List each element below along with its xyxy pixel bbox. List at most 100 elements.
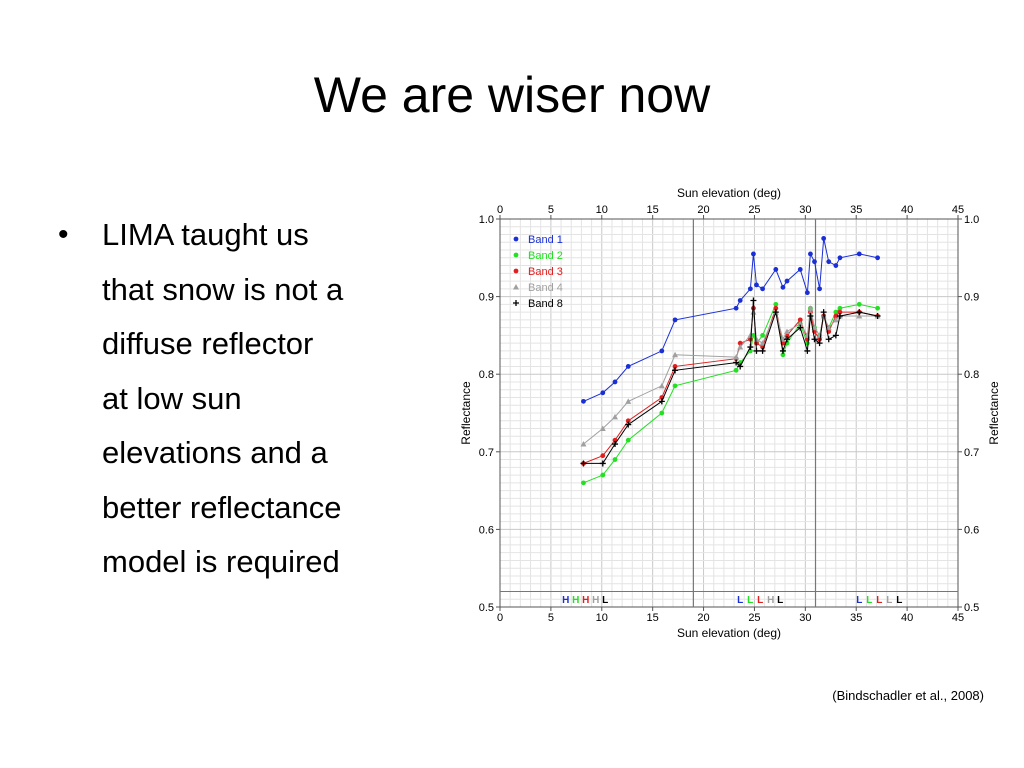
data-point [797, 320, 804, 327]
data-point [747, 336, 753, 342]
gain-letter: H [582, 595, 589, 606]
x-tick-label-bottom: 20 [697, 612, 709, 624]
data-point [672, 317, 678, 323]
data-point [832, 316, 839, 323]
x-tick-label-top: 10 [596, 204, 608, 216]
data-point [737, 340, 743, 346]
data-point [773, 267, 779, 272]
data-point [612, 441, 619, 448]
data-point [659, 410, 665, 416]
x-tick-label-top: 45 [952, 204, 964, 216]
data-point [625, 398, 632, 404]
data-point [580, 441, 587, 447]
data-point [817, 286, 822, 292]
data-point [856, 251, 862, 257]
y-tick-label-left: 0.5 [479, 602, 494, 614]
legend-entry: Band 2 [528, 250, 563, 262]
x-tick-label-bottom: 0 [497, 612, 503, 624]
data-point [625, 364, 631, 369]
gain-letter: H [592, 595, 599, 606]
y-tick-label-right: 0.9 [964, 292, 979, 304]
data-point [659, 348, 665, 354]
x-tick-label-bottom: 35 [850, 612, 862, 624]
series-line [583, 302, 878, 484]
data-point [737, 298, 743, 303]
data-point [612, 413, 619, 420]
data-point [580, 460, 587, 467]
data-point [821, 236, 827, 241]
x-tick-label-top: 40 [901, 204, 913, 216]
y-tick-label-left: 1.0 [479, 214, 494, 226]
gain-letter: L [757, 595, 763, 606]
data-point [833, 313, 839, 319]
data-point [836, 313, 843, 319]
data-point [625, 437, 631, 443]
gain-letter: L [747, 595, 753, 606]
data-point [513, 268, 519, 274]
data-point [784, 336, 791, 343]
gain-letter: H [562, 595, 569, 606]
data-point [672, 351, 679, 358]
data-point [513, 300, 519, 306]
data-point [780, 352, 786, 358]
y-tick-label-left: 0.9 [479, 292, 494, 304]
data-point [733, 359, 740, 366]
data-point [797, 324, 804, 331]
data-point [816, 332, 823, 338]
data-point [737, 363, 744, 370]
data-point [812, 259, 817, 265]
bullet-text: LIMA taught us that snow is not a diffus… [102, 217, 344, 579]
x-tick-label-bottom: 45 [952, 612, 964, 624]
series-line [583, 238, 878, 402]
data-point [599, 460, 606, 467]
gain-letter: L [886, 595, 892, 606]
data-point [832, 332, 839, 339]
x-tick-label-top: 5 [548, 204, 554, 216]
data-point [808, 251, 813, 257]
plot-frame [499, 218, 959, 608]
data-point [672, 383, 678, 389]
data-point [837, 309, 843, 315]
data-point [625, 418, 631, 424]
gain-letter: L [602, 595, 608, 606]
x-tick-label-bottom: 40 [901, 612, 913, 624]
x-axis-label-top: Sun elevation (deg) [677, 186, 781, 200]
data-point [513, 252, 519, 258]
series-line [583, 308, 878, 445]
y-tick-label-right: 1.0 [964, 214, 979, 226]
x-tick-label-bottom: 15 [647, 612, 659, 624]
data-point [760, 286, 765, 292]
bullet-list: • LIMA taught us that snow is not a diff… [58, 208, 448, 590]
data-point [856, 301, 862, 307]
data-point [772, 309, 779, 316]
data-point [804, 290, 810, 296]
data-point [837, 255, 843, 261]
data-point [811, 336, 818, 343]
legend-entry: Band 8 [528, 298, 563, 310]
data-point [856, 309, 863, 316]
data-point [625, 421, 632, 428]
data-point [600, 453, 606, 459]
data-point [780, 284, 786, 290]
y-axis-label-left: Reflectance [459, 381, 473, 445]
gain-letter: H [572, 595, 579, 606]
data-point [581, 480, 586, 486]
x-tick-label-bottom: 30 [799, 612, 811, 624]
data-point [759, 340, 766, 346]
data-point [807, 313, 814, 319]
slide-title: We are wiser now [313, 67, 711, 123]
legend-entry: Band 4 [528, 282, 563, 294]
gain-letter: L [856, 595, 862, 606]
data-point [797, 267, 803, 272]
data-point [833, 309, 839, 315]
data-point [817, 336, 822, 342]
data-point [825, 336, 832, 343]
data-point [513, 284, 519, 290]
data-point [779, 347, 786, 354]
series-line [583, 300, 878, 464]
data-point [600, 472, 606, 478]
data-point [759, 347, 766, 354]
y-tick-label-left: 0.8 [479, 369, 494, 381]
gain-letter: L [896, 595, 902, 606]
